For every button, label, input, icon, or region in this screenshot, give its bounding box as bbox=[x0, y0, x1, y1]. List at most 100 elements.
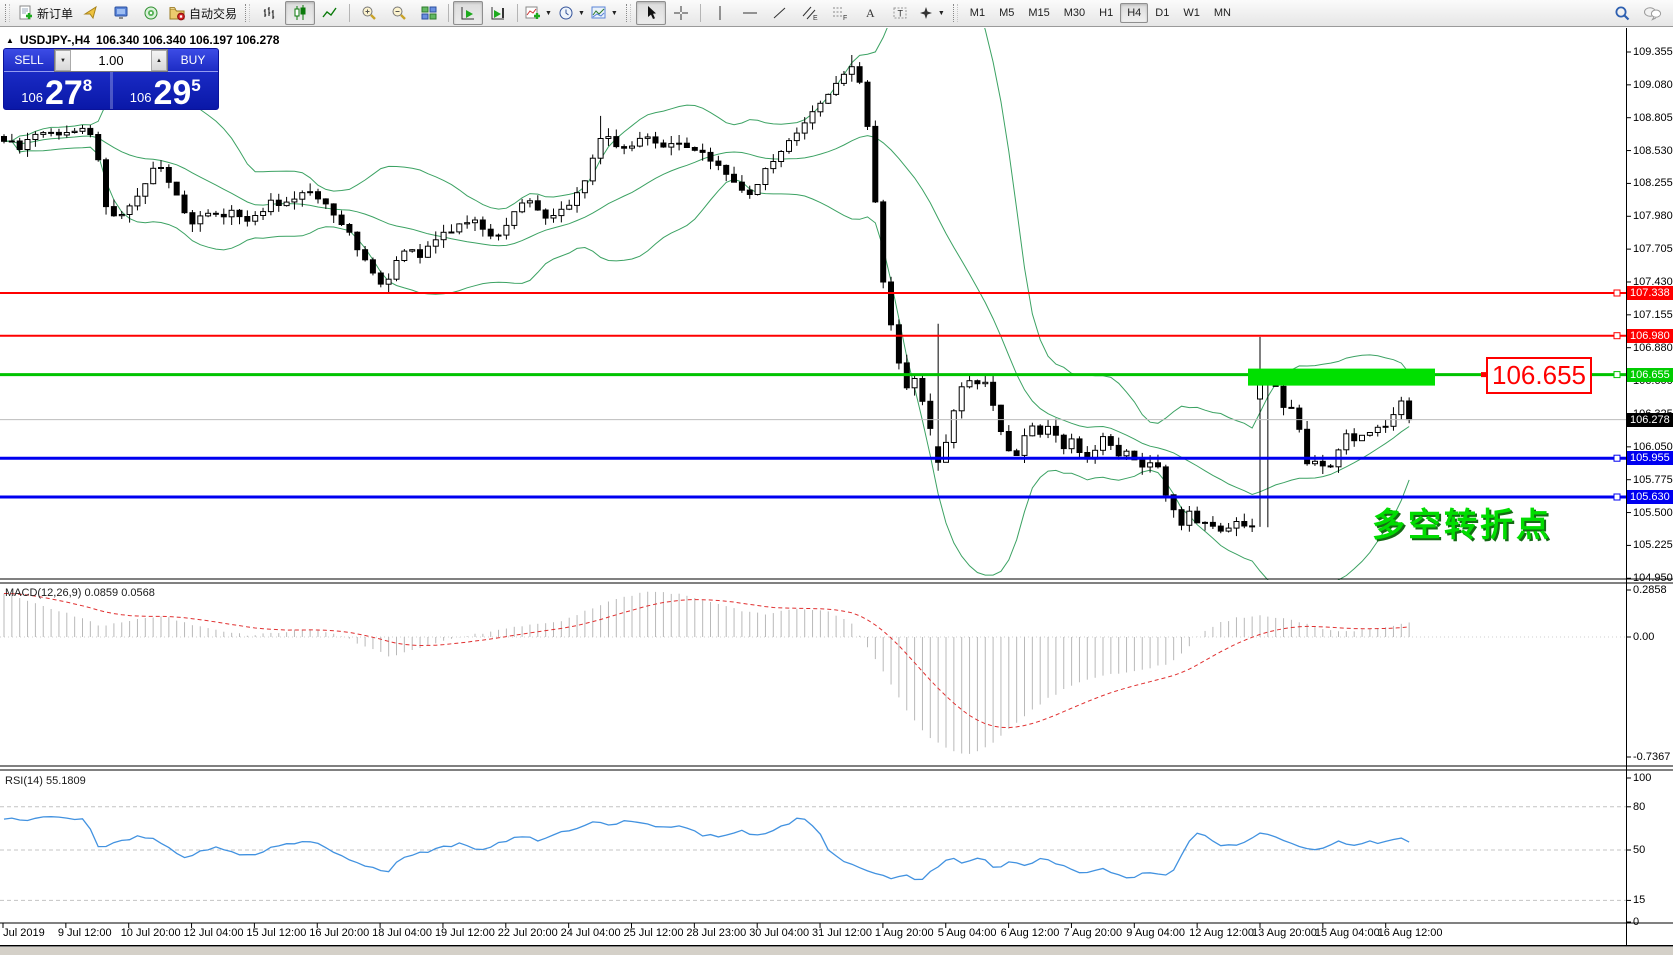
price-axis[interactable]: 109.355 109.080 108.805 108.530 108.255 107.9… bbox=[1627, 27, 1673, 947]
line-chart-button[interactable] bbox=[315, 1, 345, 25]
volume-decrease-button[interactable]: ▼ bbox=[55, 50, 71, 71]
zoom-out-icon bbox=[392, 6, 406, 20]
line-anchor-handle[interactable] bbox=[1613, 454, 1621, 462]
chart-shift-icon bbox=[491, 7, 505, 20]
time-label: 13 Aug 20:00 bbox=[1252, 927, 1317, 939]
auto-scroll-button[interactable] bbox=[453, 1, 484, 25]
buy-button[interactable]: BUY bbox=[168, 49, 218, 72]
fibonacci-icon: F bbox=[832, 7, 847, 21]
time-label: 22 Jul 20:00 bbox=[497, 927, 558, 939]
macd-axis-label: -0.7367 bbox=[1633, 751, 1671, 763]
rsi-axis-label: 100 bbox=[1633, 772, 1652, 784]
price-tag: 105.630 bbox=[1627, 490, 1673, 505]
toolbar-separator bbox=[517, 4, 519, 22]
timeframe-m1[interactable]: M1 bbox=[969, 7, 986, 19]
chart-canvas[interactable] bbox=[0, 27, 1673, 954]
price-tick-label: 106.050 bbox=[1633, 440, 1673, 453]
search-button[interactable] bbox=[1607, 1, 1637, 25]
timeframe-m5[interactable]: M5 bbox=[999, 7, 1015, 19]
sell-price[interactable]: 106 27 8 bbox=[4, 72, 110, 109]
indicators-button[interactable]: ▼ bbox=[522, 1, 555, 25]
toolbar-grip[interactable] bbox=[5, 4, 10, 22]
chinese-annotation-text[interactable]: 多空转折点 bbox=[1372, 506, 1552, 543]
crosshair-button[interactable] bbox=[666, 1, 696, 25]
sell-button[interactable]: SELL bbox=[4, 49, 54, 72]
yellow-arrow-button[interactable] bbox=[76, 1, 106, 25]
time-label: 15 Jul 12:00 bbox=[246, 927, 307, 939]
zoom-out-button[interactable] bbox=[384, 1, 414, 25]
new-order-icon bbox=[19, 5, 32, 20]
chart-shift-button[interactable] bbox=[483, 1, 513, 25]
periods-button[interactable]: ▼ bbox=[555, 1, 588, 25]
timeframe-w1[interactable]: W1 bbox=[1183, 7, 1200, 19]
price-tick-label: 108.805 bbox=[1633, 111, 1673, 124]
volume-increase-button[interactable]: ▲ bbox=[151, 50, 167, 71]
text-label-icon: T bbox=[893, 7, 907, 19]
timeframe-d1[interactable]: D1 bbox=[1155, 7, 1170, 19]
line-anchor-handle[interactable] bbox=[1613, 493, 1621, 501]
toolbar-grip[interactable] bbox=[245, 4, 251, 22]
price-tick-label: 108.255 bbox=[1633, 177, 1673, 190]
autotrading-button[interactable]: 自动交易 bbox=[166, 1, 240, 25]
price-level-annotation-label[interactable]: 106.655 bbox=[1486, 357, 1592, 394]
timeframe-h1[interactable]: H1 bbox=[1099, 7, 1114, 19]
trendline-button[interactable] bbox=[765, 1, 795, 25]
price-tick-label: 105.225 bbox=[1633, 539, 1673, 552]
timeframe-h4[interactable]: H4 bbox=[1120, 3, 1149, 23]
indicators-icon bbox=[525, 6, 541, 19]
rsi-axis-label: 15 bbox=[1633, 894, 1646, 907]
terminal-button[interactable] bbox=[106, 1, 136, 25]
rsi-line bbox=[3, 816, 1410, 881]
terminal-icon bbox=[114, 6, 128, 19]
timeframe-m30[interactable]: M30 bbox=[1063, 7, 1086, 19]
time-label: 16 Jul 20:00 bbox=[309, 927, 370, 939]
search-icon bbox=[1615, 6, 1629, 20]
fibonacci-button[interactable]: F bbox=[825, 1, 855, 25]
text-label-button[interactable]: T bbox=[885, 1, 915, 25]
line-chart-icon bbox=[322, 7, 337, 18]
toolbar: 新订单 自动交易 bbox=[0, 0, 1673, 27]
line-anchor-handle[interactable] bbox=[1613, 289, 1621, 297]
equidistant-channel-button[interactable]: E bbox=[795, 1, 825, 25]
new-order-button[interactable]: 新订单 bbox=[15, 1, 76, 25]
toolbar-grip[interactable] bbox=[952, 4, 958, 22]
radar-icon bbox=[144, 6, 158, 20]
trendline-icon bbox=[773, 7, 786, 19]
cursor-button[interactable] bbox=[635, 1, 666, 25]
templates-button[interactable]: ▼ bbox=[588, 1, 621, 25]
tile-windows-button[interactable] bbox=[414, 1, 444, 25]
buy-price[interactable]: 106 29 5 bbox=[113, 72, 219, 109]
chat-button[interactable] bbox=[1637, 1, 1667, 25]
chart-window[interactable]: ▲ USDJPY-,H4 106.340 106.340 106.197 106… bbox=[0, 27, 1673, 955]
volume-input[interactable]: 1.00 bbox=[71, 50, 151, 71]
radar-button[interactable] bbox=[136, 1, 166, 25]
toolbar-separator bbox=[699, 4, 701, 22]
time-label: 9 Jul 12:00 bbox=[57, 927, 112, 939]
price-tag: 107.338 bbox=[1627, 285, 1673, 300]
candlestick-chart-button[interactable] bbox=[285, 1, 316, 25]
price-tick-label: 107.980 bbox=[1633, 210, 1673, 223]
arrows-button[interactable]: ▼ bbox=[915, 1, 948, 25]
yellow-arrow-icon bbox=[83, 5, 97, 20]
dropdown-caret: ▼ bbox=[577, 9, 585, 17]
svg-text:F: F bbox=[843, 15, 847, 21]
timeframe-mn[interactable]: MN bbox=[1213, 7, 1231, 19]
one-click-trade-panel: SELL ▼ 1.00 ▲ BUY 106 27 8 106 29 5 bbox=[3, 48, 219, 110]
line-anchor-handle[interactable] bbox=[1613, 371, 1621, 379]
collapse-trade-panel-icon[interactable]: ▲ bbox=[6, 35, 14, 45]
toolbar-grip[interactable] bbox=[625, 4, 631, 22]
highlight-rectangle[interactable] bbox=[1248, 368, 1435, 386]
time-label: 10 Jul 20:00 bbox=[120, 927, 181, 939]
vertical-line-button[interactable] bbox=[705, 1, 735, 25]
bollinger-bands bbox=[3, 28, 1410, 580]
time-label: 16 Aug 12:00 bbox=[1377, 927, 1443, 939]
timeframe-m15[interactable]: M15 bbox=[1028, 7, 1050, 19]
price-tick-label: 109.080 bbox=[1633, 78, 1673, 91]
text-button[interactable]: A bbox=[855, 1, 885, 25]
zoom-in-button[interactable] bbox=[354, 1, 384, 25]
bar-chart-button[interactable] bbox=[255, 1, 285, 25]
zoom-in-icon bbox=[362, 6, 376, 20]
line-anchor-handle[interactable] bbox=[1613, 332, 1621, 340]
horizontal-line-button[interactable] bbox=[735, 1, 765, 25]
